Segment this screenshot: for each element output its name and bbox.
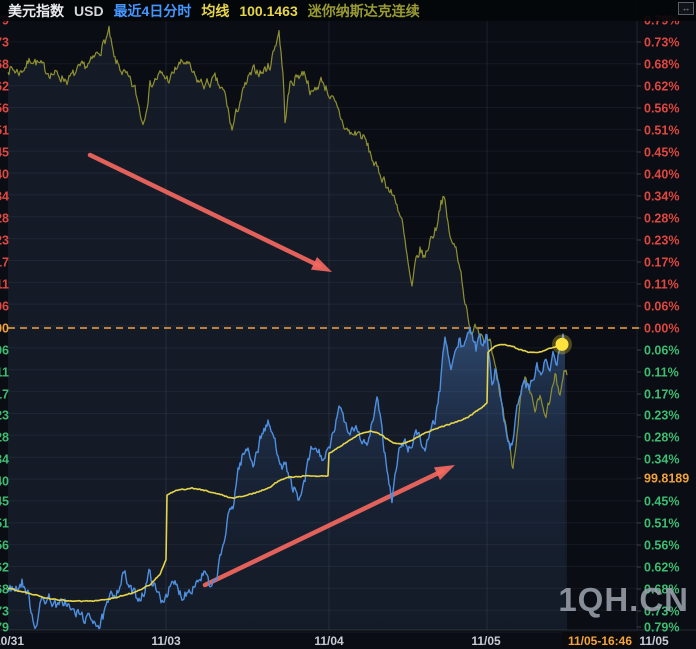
right-axis-label: 0.40% bbox=[644, 168, 679, 182]
instrument-symbol: USD bbox=[74, 2, 104, 19]
right-axis-label: 0.00% bbox=[644, 322, 679, 336]
right-axis-label: 0.28% bbox=[644, 212, 679, 226]
right-axis-label: 0.79% bbox=[644, 621, 679, 635]
right-axis-label: 0.56% bbox=[644, 102, 679, 116]
ma-value: 100.1463 bbox=[239, 2, 298, 19]
left-axis-label: 0.68 bbox=[0, 583, 9, 597]
right-axis-label: 0.62% bbox=[644, 561, 679, 575]
uptrend-arrow bbox=[202, 468, 445, 588]
overlay-instrument-label: 迷你纳斯达克连续 bbox=[307, 2, 420, 19]
left-axis-label: 0.51 bbox=[0, 124, 9, 138]
usd-index-intraday-area bbox=[8, 327, 565, 630]
date-axis-label: 11/04 bbox=[314, 634, 344, 648]
current-time-label: 11/05-16:46 bbox=[568, 634, 632, 648]
left-axis-label: 0.28 bbox=[0, 212, 9, 226]
left-axis-label: 0.73 bbox=[0, 36, 9, 50]
date-axis-label: 11/05 bbox=[639, 634, 669, 648]
right-axis-label: 0.68% bbox=[644, 58, 679, 72]
period-label[interactable]: 最近4日分时 bbox=[113, 2, 192, 19]
right-axis-label: 0.06% bbox=[644, 344, 679, 358]
date-axis-label: 10/31 bbox=[0, 634, 24, 648]
left-axis-label: 0.40 bbox=[0, 475, 9, 489]
left-axis-label: 0.73 bbox=[0, 605, 9, 619]
downtrend-arrow-head bbox=[310, 256, 332, 272]
right-axis-label: 0.34% bbox=[644, 453, 679, 467]
left-axis-label: 0.34 bbox=[0, 453, 9, 467]
instrument-title: 美元指数 bbox=[8, 2, 64, 19]
right-axis-label: 0.11% bbox=[644, 366, 679, 380]
current-time-box bbox=[562, 632, 638, 648]
downtrend-arrow bbox=[87, 152, 322, 269]
right-axis-label: 0.17% bbox=[644, 388, 679, 402]
left-axis-label: 0.51 bbox=[0, 517, 9, 531]
chart-header: 美元指数 USD 最近4日分时 均线 100.1463 迷你纳斯达克连续 bbox=[0, 0, 696, 21]
ma-line bbox=[8, 343, 564, 603]
left-axis-label: 0.79 bbox=[0, 621, 9, 635]
date-axis-label: 11/03 bbox=[151, 634, 181, 648]
uptrend-arrow-head bbox=[433, 465, 455, 480]
left-axis-label: 0.62 bbox=[0, 561, 9, 575]
left-axis-label: 0.00 bbox=[0, 322, 9, 336]
right-axis-label: 0.51% bbox=[644, 517, 679, 531]
ma-label: 均线 bbox=[201, 2, 230, 19]
left-axis-label: 0.40 bbox=[0, 168, 9, 182]
right-axis-label: 0.28% bbox=[644, 431, 679, 445]
left-axis-label: 0.45 bbox=[0, 146, 9, 160]
right-axis-label: 0.68% bbox=[644, 583, 679, 597]
pane-resize-icon[interactable]: ↔ bbox=[678, 2, 694, 15]
latest-price-dot bbox=[555, 337, 569, 351]
current-price-label: 99.8189 bbox=[644, 472, 689, 486]
right-axis-label: 0.45% bbox=[644, 495, 679, 509]
right-axis-label: 0.45% bbox=[644, 146, 679, 160]
left-axis-label: 0.11 bbox=[0, 366, 9, 380]
left-axis-label: 0.11 bbox=[0, 278, 9, 292]
right-axis-label: 0.56% bbox=[644, 539, 679, 553]
right-axis-label: 0.73% bbox=[644, 36, 679, 50]
mini-nasdaq-overlay bbox=[7, 25, 568, 470]
right-axis-label: 0.17% bbox=[644, 256, 679, 270]
right-axis-label: 0.51% bbox=[644, 124, 679, 138]
left-axis-label: 0.62 bbox=[0, 80, 9, 94]
left-axis-label: 0.56 bbox=[0, 539, 9, 553]
left-axis-label: 0.23 bbox=[0, 409, 9, 423]
usd-index-intraday bbox=[7, 326, 566, 630]
left-axis-label: 0.56 bbox=[0, 102, 9, 116]
right-axis-label: 0.73% bbox=[644, 605, 679, 619]
left-axis-label: 0.17 bbox=[0, 388, 9, 402]
right-axis-label: 0.62% bbox=[644, 80, 679, 94]
right-axis-label: 0.06% bbox=[644, 300, 679, 314]
left-axis-label: 0.34 bbox=[0, 190, 9, 204]
right-axis-label: 0.23% bbox=[644, 234, 679, 248]
left-axis-label: 0.17 bbox=[0, 256, 9, 270]
left-axis-label: 0.68 bbox=[0, 58, 9, 72]
right-axis-label: 0.23% bbox=[644, 409, 679, 423]
right-axis-label: 0.11% bbox=[644, 278, 679, 292]
left-axis-label: 0.06 bbox=[0, 300, 9, 314]
left-axis-label: 0.06 bbox=[0, 344, 9, 358]
left-axis-label: 0.45 bbox=[0, 495, 9, 509]
site-watermark: 1QH.CN bbox=[558, 581, 689, 618]
left-axis-label: 0.28 bbox=[0, 431, 9, 445]
date-axis-label: 11/05 bbox=[471, 634, 501, 648]
right-axis-label: 0.34% bbox=[644, 190, 679, 204]
left-axis-label: 0.23 bbox=[0, 234, 9, 248]
